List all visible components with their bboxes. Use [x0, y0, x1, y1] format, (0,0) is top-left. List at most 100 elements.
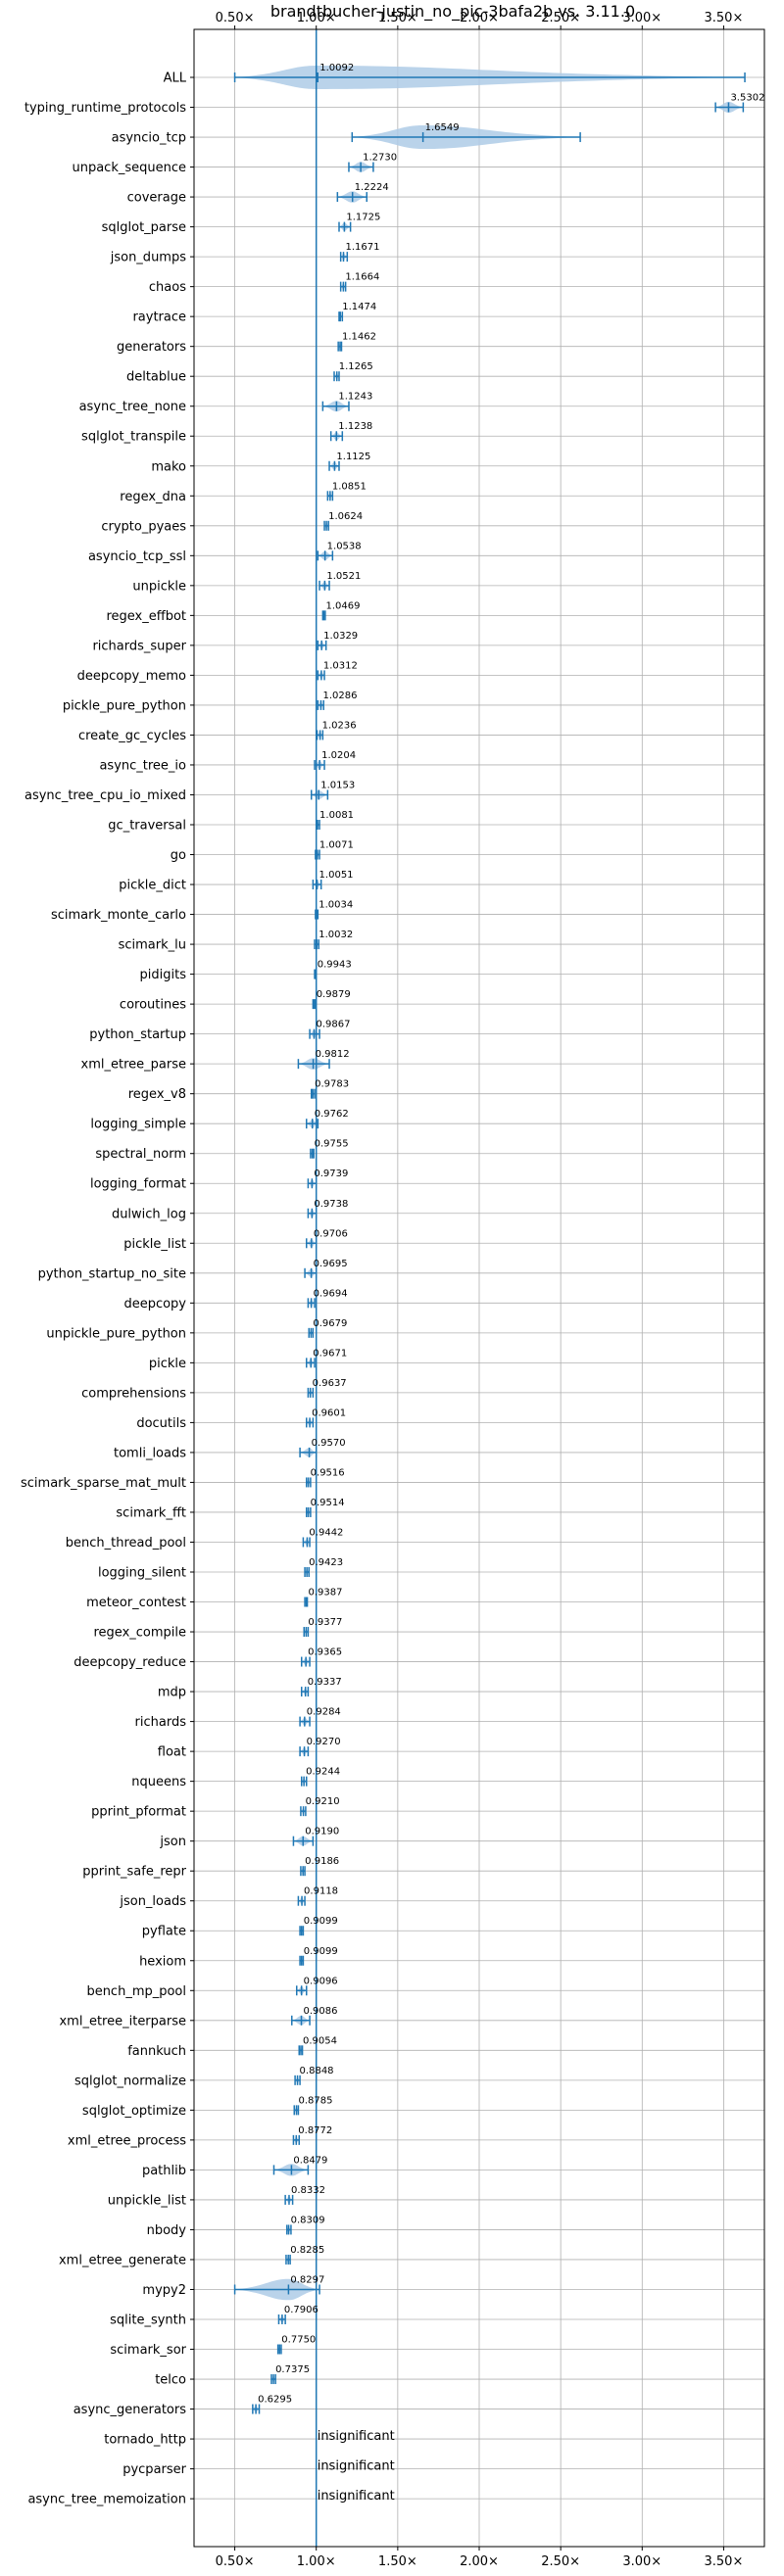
x-tick-label-top: 0.50×	[216, 11, 255, 25]
value-label: 1.1462	[342, 332, 376, 343]
value-label: 1.0204	[321, 750, 356, 761]
value-label: 0.9671	[313, 1348, 347, 1359]
value-label: 1.0521	[326, 571, 361, 582]
y-tick-label: scimark_sparse_mat_mult	[21, 1476, 186, 1491]
y-tick-label: deepcopy_memo	[77, 669, 186, 684]
value-label: 0.9118	[304, 1886, 338, 1897]
y-tick-label: nbody	[147, 2223, 187, 2238]
y-tick-label: dulwich_log	[112, 1207, 186, 1221]
y-tick-label: pickle	[149, 1357, 186, 1371]
y-tick-label: crypto_pyaes	[101, 519, 186, 534]
y-tick-label: sqlglot_parse	[102, 220, 186, 235]
y-tick-label: mypy2	[142, 2283, 186, 2298]
value-label: 1.1725	[346, 213, 380, 223]
y-tick-label: coverage	[127, 191, 186, 206]
x-axis-tick-labels: 0.50× 0.50× 1.00× 1.00× 1.50× 1.50× 2.00× 2.00×…	[216, 11, 744, 2569]
y-tick-label: typing_runtime_protocols	[24, 101, 186, 116]
y-tick-label: sqlglot_optimize	[82, 2104, 186, 2119]
y-tick-label: pidigits	[140, 968, 187, 982]
value-label: 1.1125	[336, 452, 370, 462]
y-tick-label: json_loads	[119, 1894, 186, 1909]
value-label: 0.9186	[305, 1856, 339, 1867]
y-tick-label: async_tree_io	[99, 758, 186, 773]
insignificant-label: insignificant	[318, 2489, 395, 2504]
value-label: 0.9516	[311, 1467, 345, 1478]
y-tick-label: asyncio_tcp_ssl	[88, 549, 186, 564]
value-label: 0.9637	[313, 1378, 347, 1389]
x-tick-label-bottom: 0.50×	[216, 2554, 255, 2569]
value-label: 0.9099	[304, 1916, 338, 1927]
y-tick-label: nqueens	[131, 1775, 186, 1789]
value-label: 0.9706	[314, 1228, 348, 1239]
y-tick-label: scimark_lu	[119, 938, 186, 953]
value-label: 0.9210	[306, 1796, 340, 1807]
y-tick-label: xml_etree_process	[68, 2133, 186, 2148]
value-label: 0.9943	[318, 960, 352, 971]
value-label: 0.9867	[317, 1020, 351, 1030]
y-tick-label: logging_simple	[90, 1118, 186, 1132]
y-tick-label: json_dumps	[110, 251, 186, 265]
value-label: 1.0538	[327, 541, 362, 551]
value-label: 0.9755	[315, 1139, 349, 1150]
value-label: 1.6549	[425, 122, 460, 133]
value-label: 1.0312	[323, 660, 358, 671]
value-label: 1.2730	[363, 153, 397, 164]
y-tick-label: sqlite_synth	[110, 2314, 186, 2328]
value-label: 0.9377	[308, 1617, 342, 1628]
value-label: 0.9423	[309, 1557, 343, 1568]
y-tick-label: pickle_dict	[119, 879, 186, 893]
value-label: 1.1265	[339, 361, 373, 372]
value-label: 0.9387	[309, 1588, 343, 1598]
y-tick-label: scimark_sor	[110, 2343, 186, 2358]
y-tick-label: unpack_sequence	[72, 161, 186, 175]
value-label: 1.0329	[323, 631, 358, 642]
y-tick-label: regex_dna	[120, 490, 186, 504]
y-tick-label: gc_traversal	[108, 819, 186, 834]
value-label: 0.9694	[314, 1288, 348, 1299]
value-label: 1.0469	[326, 600, 361, 611]
value-label: 0.7375	[275, 2364, 310, 2375]
value-label: 1.1238	[338, 421, 372, 432]
value-label: 1.0051	[319, 870, 354, 881]
value-label: 1.1474	[342, 302, 376, 312]
value-label: 0.9190	[305, 1827, 339, 1837]
y-tick-label: telco	[155, 2373, 186, 2388]
y-tick-label: regex_effbot	[106, 609, 186, 624]
y-tick-label: meteor_contest	[86, 1596, 186, 1610]
value-label: 0.9514	[311, 1498, 345, 1508]
y-tick-label: pprint_safe_repr	[82, 1865, 186, 1880]
value-label: 0.9086	[304, 2006, 338, 2017]
value-label: 1.1671	[346, 242, 380, 253]
value-label: 1.1243	[338, 392, 372, 403]
value-label: 0.9244	[306, 1767, 340, 1778]
y-tick-label: async_generators	[74, 2403, 187, 2417]
value-label: 0.8785	[299, 2095, 333, 2106]
value-label: 0.9879	[317, 989, 351, 1000]
y-tick-label: pathlib	[142, 2164, 186, 2178]
value-label: 1.1664	[345, 272, 379, 283]
value-label-layer: 1.0092 3.5302 1.6549 1.2730 1.2224 1.1725 1.16…	[258, 63, 764, 2504]
y-tick-label: pycparser	[122, 2462, 186, 2477]
y-tick-label: python_startup_no_site	[38, 1266, 186, 1281]
value-label: 0.7906	[284, 2305, 318, 2315]
x-tick-label-bottom: 1.00×	[297, 2554, 336, 2569]
value-label: 0.9054	[303, 2035, 337, 2046]
value-label: 0.8479	[293, 2155, 327, 2166]
y-tick-label: asyncio_tcp	[112, 131, 186, 146]
value-label: 1.2224	[355, 182, 389, 193]
y-tick-label: raytrace	[132, 310, 186, 325]
y-tick-label: comprehensions	[81, 1386, 186, 1401]
y-tick-label: coroutines	[120, 998, 186, 1013]
value-label: 0.9812	[316, 1049, 350, 1060]
x-tick-label-top: 2.50×	[541, 11, 580, 25]
value-label: 1.0286	[322, 691, 357, 701]
y-tick-label: logging_format	[90, 1177, 186, 1192]
range-layer	[233, 72, 746, 2414]
value-label: 1.0032	[318, 930, 353, 940]
value-label: 0.7750	[281, 2335, 316, 2346]
value-label: 1.0851	[332, 481, 367, 492]
y-tick-label: float	[158, 1745, 186, 1760]
value-label: 0.9570	[312, 1438, 346, 1449]
